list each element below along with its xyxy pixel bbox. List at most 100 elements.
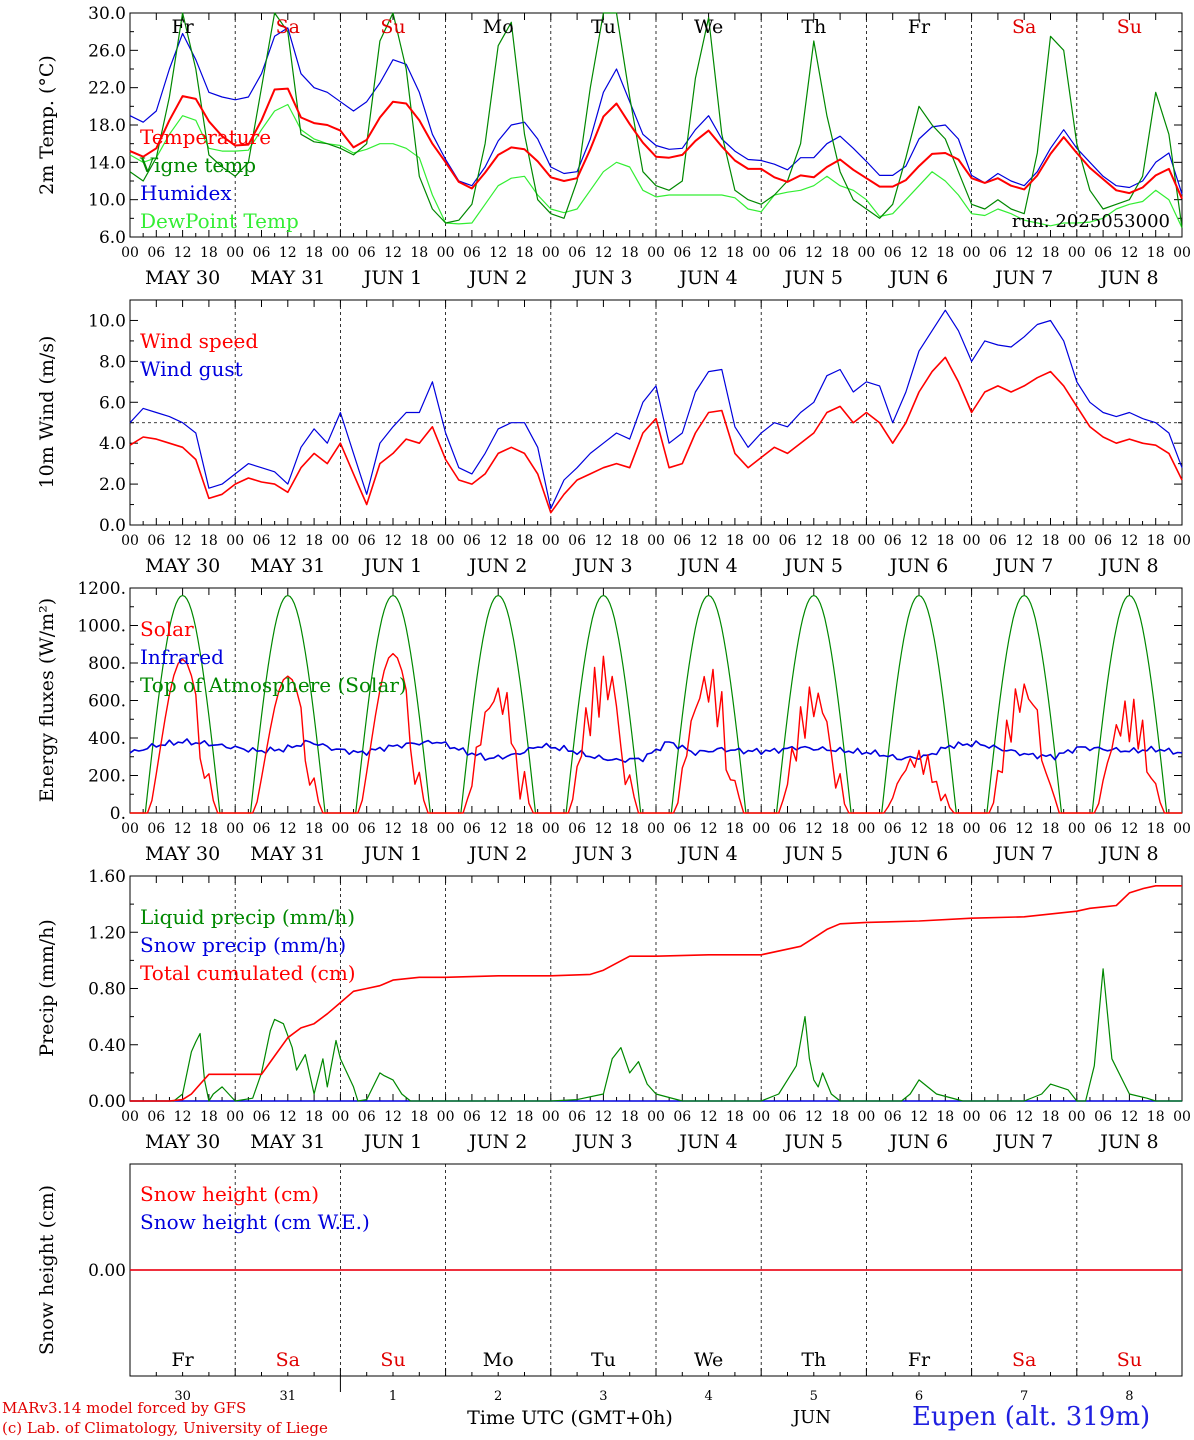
legend-entry: Wind speed xyxy=(140,329,258,353)
y-tick-label: 30.0 xyxy=(88,4,126,24)
hour-tick-label: 18 xyxy=(621,245,639,261)
hour-tick-label: 12 xyxy=(594,821,612,837)
day-name-label: Sa xyxy=(276,16,300,38)
hour-tick-label: 00 xyxy=(331,533,349,549)
day-name-label: Mo xyxy=(483,16,514,38)
date-label: JUN 2 xyxy=(467,555,527,577)
hour-tick-label: 00 xyxy=(437,245,455,261)
panel-5: Snow height (cm) 0.00 Snow height (cm) Snow… xyxy=(36,1163,1183,1377)
hour-tick-label: 18 xyxy=(200,245,218,261)
hour-tick-label: 00 xyxy=(1068,821,1086,837)
y-tick-label: 26.0 xyxy=(88,41,126,61)
hour-tick-label: 06 xyxy=(1094,821,1112,837)
date-label: JUN 2 xyxy=(467,1131,527,1153)
hour-tick-label: 06 xyxy=(568,1109,586,1125)
hour-tick-label: 06 xyxy=(779,1109,797,1125)
hour-tick-label: 00 xyxy=(542,533,560,549)
hour-tick-label: 06 xyxy=(463,245,481,261)
hour-tick-label: 00 xyxy=(1068,533,1086,549)
hour-tick-label: 06 xyxy=(779,245,797,261)
hour-tick-label: 06 xyxy=(147,533,165,549)
hour-tick-label: 18 xyxy=(726,533,744,549)
hour-tick-label: 00 xyxy=(226,821,244,837)
y-tick-label: 0.0 xyxy=(99,516,126,536)
date-label: JUN 8 xyxy=(1098,843,1158,865)
series-line-wind-speed xyxy=(129,356,1183,514)
hour-tick-label: 18 xyxy=(1042,533,1060,549)
day-number-label: 8 xyxy=(1125,1389,1133,1404)
day-name-label: Sa xyxy=(1012,16,1036,38)
y-tick-label: 10.0 xyxy=(88,191,126,211)
hour-tick-label: 18 xyxy=(410,1109,428,1125)
hour-tick-label: 00 xyxy=(963,1109,981,1125)
day-name-label: Su xyxy=(380,1349,405,1371)
series-line-liquid-precip xyxy=(130,968,1182,1102)
hour-tick-label: 06 xyxy=(673,1109,691,1125)
hour-tick-label: 06 xyxy=(463,821,481,837)
day-name-label: Su xyxy=(380,16,405,38)
hour-tick-label: 18 xyxy=(936,1109,954,1125)
series-line-infrared xyxy=(129,738,1183,763)
y-tick-label: 10.0 xyxy=(88,311,126,331)
hour-tick-label: 00 xyxy=(752,245,770,261)
legend-entry: Wind gust xyxy=(140,357,243,381)
hour-tick-label: 18 xyxy=(621,821,639,837)
y-tick-label: 8.0 xyxy=(99,352,126,372)
date-label: JUN 6 xyxy=(888,555,948,577)
y-tick-label: 0.00 xyxy=(88,1261,126,1281)
hour-tick-label: 18 xyxy=(516,533,534,549)
date-label: JUN 4 xyxy=(677,1131,737,1153)
date-label: JUN 5 xyxy=(783,843,843,865)
hour-tick-label: 12 xyxy=(700,245,718,261)
hour-tick-label: 06 xyxy=(253,821,271,837)
hour-tick-label: 06 xyxy=(358,821,376,837)
hour-tick-label: 12 xyxy=(279,1109,297,1125)
day-name-label: Fr xyxy=(171,1349,194,1371)
y-tick-label: 14.0 xyxy=(88,153,126,173)
legend-entry: Snow precip (mm/h) xyxy=(140,933,346,957)
date-label: JUN 1 xyxy=(362,843,422,865)
hour-tick-label: 00 xyxy=(1068,1109,1086,1125)
hour-tick-label: 12 xyxy=(279,821,297,837)
legend-entry: Liquid precip (mm/h) xyxy=(140,905,355,929)
y-tick-label: 22.0 xyxy=(88,79,126,99)
date-label: JUN 8 xyxy=(1098,555,1158,577)
panel-frame xyxy=(129,587,1183,814)
series-line-dewpoint-temp xyxy=(129,103,1183,228)
series-line-solar xyxy=(130,652,1182,814)
hour-tick-label: 00 xyxy=(752,821,770,837)
y-tick-label: 4.0 xyxy=(99,434,126,454)
day-number-label: 31 xyxy=(280,1389,297,1404)
date-label: JUN 7 xyxy=(993,1131,1053,1153)
hour-tick-label: 06 xyxy=(253,1109,271,1125)
y-tick-label: 1000. xyxy=(77,617,126,637)
hour-tick-label: 06 xyxy=(358,1109,376,1125)
date-label: JUN 8 xyxy=(1098,1131,1158,1153)
hour-tick-label: 12 xyxy=(805,821,823,837)
y-tick-label: 0.00 xyxy=(88,1092,126,1112)
hour-tick-label: 12 xyxy=(489,245,507,261)
hour-tick-label: 18 xyxy=(516,245,534,261)
hour-tick-label: 12 xyxy=(910,245,928,261)
date-label: JUN 4 xyxy=(677,843,737,865)
legend-entry: Solar xyxy=(140,617,194,641)
hour-tick-label: 06 xyxy=(568,245,586,261)
hour-tick-label: 18 xyxy=(726,1109,744,1125)
day-name-label: Th xyxy=(801,16,826,38)
hour-tick-label: 12 xyxy=(700,533,718,549)
hour-tick-label: 00 xyxy=(647,245,665,261)
y-tick-label: 2.0 xyxy=(99,475,126,495)
hour-tick-label: 12 xyxy=(910,1109,928,1125)
hour-tick-label: 18 xyxy=(621,1109,639,1125)
day-number-label: 7 xyxy=(1020,1389,1028,1404)
hour-tick-label: 18 xyxy=(516,821,534,837)
hour-tick-label: 18 xyxy=(1147,533,1165,549)
hour-tick-label: 12 xyxy=(1015,533,1033,549)
y-axis-label: Energy fluxes (W/m²) xyxy=(36,598,58,802)
hour-tick-label: 18 xyxy=(200,1109,218,1125)
date-label: JUN 7 xyxy=(993,267,1053,289)
date-label: JUN 4 xyxy=(677,267,737,289)
hour-tick-label: 12 xyxy=(1015,245,1033,261)
day-name-label: Tu xyxy=(591,1349,616,1371)
legend-entry: Top of Atmosphere (Solar) xyxy=(140,673,407,697)
